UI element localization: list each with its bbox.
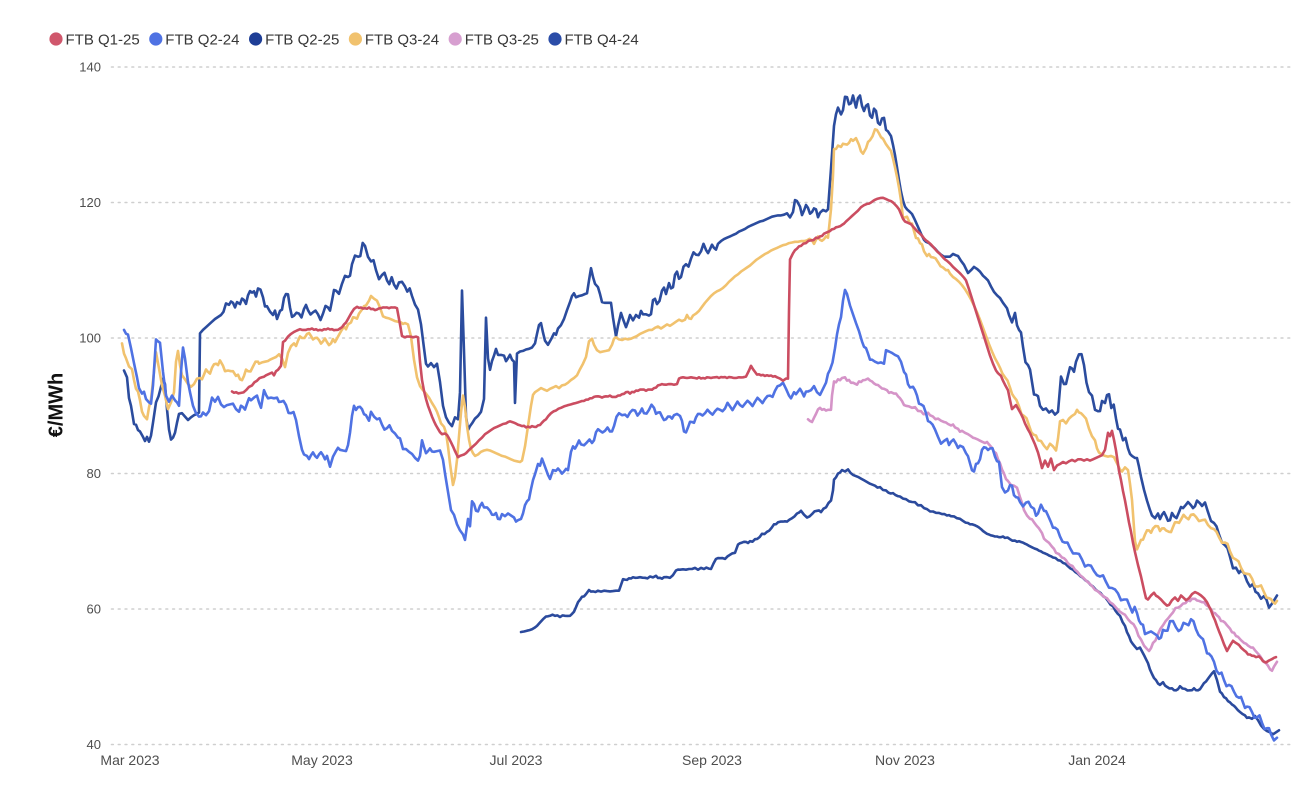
svg-text:FTB Q2-24: FTB Q2-24	[165, 32, 239, 49]
svg-text:40: 40	[87, 737, 101, 752]
svg-text:May 2023: May 2023	[291, 752, 353, 768]
svg-text:140: 140	[79, 60, 101, 75]
svg-text:€/MWh: €/MWh	[46, 373, 68, 437]
svg-text:120: 120	[79, 195, 101, 210]
svg-text:FTB Q4-24: FTB Q4-24	[565, 32, 639, 49]
svg-text:FTB Q2-25: FTB Q2-25	[265, 32, 339, 49]
svg-text:FTB Q1-25: FTB Q1-25	[66, 32, 140, 49]
svg-text:100: 100	[79, 331, 101, 346]
svg-text:Jan 2024: Jan 2024	[1068, 752, 1126, 768]
svg-text:FTB Q3-24: FTB Q3-24	[365, 32, 439, 49]
svg-text:Sep 2023: Sep 2023	[682, 752, 742, 768]
svg-text:80: 80	[87, 466, 101, 481]
svg-text:FTB Q3-25: FTB Q3-25	[465, 32, 539, 49]
svg-text:Jul 2023: Jul 2023	[490, 752, 543, 768]
svg-text:Mar 2023: Mar 2023	[100, 752, 159, 768]
svg-text:Nov 2023: Nov 2023	[875, 752, 935, 768]
svg-text:60: 60	[87, 602, 101, 617]
